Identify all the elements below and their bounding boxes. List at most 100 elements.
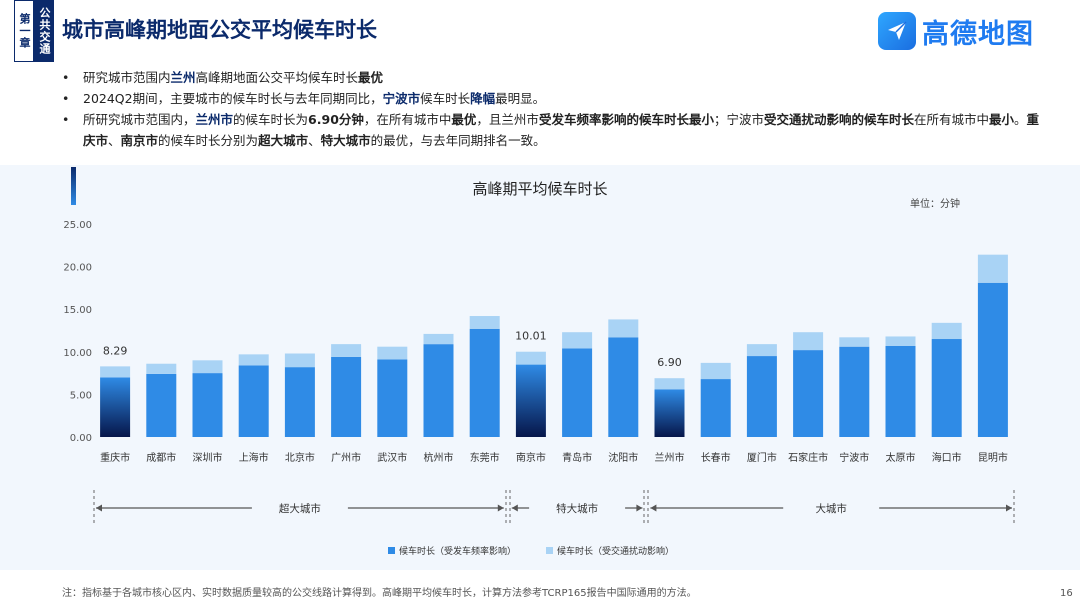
- bullet-item: 2024Q2期间，主要城市的候车时长与去年同期同比，宁波市候车时长降幅最明显。: [62, 88, 1042, 109]
- bullet-text: 的候车时长为: [233, 112, 309, 127]
- x-tick-label: 石家庄市: [788, 451, 828, 464]
- left-arrow-icon: [650, 504, 657, 512]
- bullet-text: 的最优，与去年同期排名一致。: [370, 133, 546, 148]
- bullet-text: ，且兰州市: [476, 112, 539, 127]
- bar-disturbance: [793, 332, 824, 351]
- bullet-text: 在所有城市中: [913, 112, 989, 127]
- bar-frequency: [746, 356, 777, 437]
- bullet-bold: 超大城市: [258, 133, 309, 148]
- bullet-text: 的候车时长分别为: [158, 133, 259, 148]
- bar-disturbance: [515, 351, 546, 365]
- chart-unit: 单位：分钟: [910, 199, 960, 210]
- bar-frequency: [562, 348, 593, 437]
- bullet-text: 、: [308, 133, 321, 148]
- bar-disturbance: [146, 363, 177, 374]
- bar-disturbance: [977, 254, 1008, 283]
- legend-label: 候车时长（受发车频率影响）: [399, 545, 516, 557]
- section-label: 公共交通: [38, 7, 51, 55]
- paper-plane-icon: [878, 12, 916, 50]
- x-tick-label: 青岛市: [562, 451, 592, 464]
- bullet-highlight: 降幅: [470, 91, 496, 106]
- summary-bullets: 研究城市范围内兰州高峰期地面公交平均候车时长最优 2024Q2期间，主要城市的候…: [62, 67, 1042, 151]
- bar-frequency: [515, 364, 546, 437]
- group-label: 大城市: [815, 502, 847, 515]
- x-tick-label: 长春市: [701, 451, 731, 464]
- bullet-highlight: 宁波市: [382, 91, 421, 106]
- legend-label: 候车时长（受交通扰动影响）: [557, 545, 674, 557]
- bar-frequency: [331, 356, 362, 437]
- bar-frequency: [469, 328, 500, 437]
- bar-disturbance: [839, 337, 870, 347]
- bar-frequency: [977, 282, 1008, 437]
- right-arrow-icon: [636, 504, 643, 512]
- right-arrow-icon: [497, 504, 504, 512]
- section-tag: 公共交通: [34, 0, 54, 62]
- accent-bar: [71, 167, 76, 205]
- bullet-highlight: 兰州: [170, 70, 196, 85]
- y-tick-label: 15.00: [63, 305, 92, 316]
- bullet-bold: 6.90分钟: [308, 112, 364, 127]
- bullet-bold: 最优: [358, 70, 384, 85]
- x-tick-label: 北京市: [285, 451, 315, 464]
- y-tick-label: 20.00: [63, 263, 92, 274]
- bullet-bold: 南京市: [120, 133, 159, 148]
- y-tick-label: 25.00: [63, 220, 92, 231]
- bar-disturbance: [700, 362, 731, 380]
- x-tick-label: 广州市: [331, 451, 361, 464]
- x-tick-label: 杭州市: [424, 451, 454, 464]
- logo-text: 高德地图: [922, 18, 1034, 50]
- x-tick-label: 南京市: [516, 451, 546, 464]
- bar-disturbance: [192, 360, 223, 374]
- bar-frequency: [793, 350, 824, 437]
- chapter-tag: 第一章: [14, 0, 34, 62]
- x-tick-label: 上海市: [239, 451, 269, 464]
- bar-frequency: [931, 339, 962, 437]
- bar-frequency: [284, 367, 315, 437]
- data-label: 8.29: [103, 344, 128, 357]
- bar-disturbance: [100, 366, 131, 378]
- x-tick-label: 成都市: [146, 451, 176, 464]
- bullet-text: 高峰期地面公交平均候车时长: [195, 70, 359, 85]
- bullet-bold: 受交通扰动影响的候车时长: [763, 112, 914, 127]
- x-tick-label: 深圳市: [193, 451, 223, 464]
- bar-frequency: [423, 344, 454, 437]
- bar-frequency: [700, 379, 731, 437]
- bar-frequency: [100, 377, 131, 437]
- bullet-text: 、: [108, 133, 121, 148]
- left-arrow-icon: [511, 504, 518, 512]
- bar-disturbance: [331, 344, 362, 357]
- y-tick-label: 10.00: [63, 348, 92, 359]
- bar-disturbance: [746, 344, 777, 357]
- bar-frequency: [839, 346, 870, 437]
- x-tick-label: 兰州市: [655, 451, 685, 464]
- bullet-item: 所研究城市范围内，兰州市的候车时长为6.90分钟，在所有城市中最优，且兰州市受发…: [62, 109, 1042, 151]
- bar-disturbance: [284, 353, 315, 368]
- amap-logo: 高德地图: [878, 12, 1034, 50]
- bullet-text: ；宁波市: [713, 112, 764, 127]
- bullet-text: 2024Q2期间，主要城市的候车时长与去年同期同比，: [83, 91, 383, 106]
- data-label: 10.01: [515, 330, 547, 343]
- page-number: 16: [1060, 588, 1073, 599]
- bar-frequency: [192, 373, 223, 437]
- left-arrow-icon: [96, 504, 102, 512]
- legend-swatch: [388, 547, 395, 554]
- bar-disturbance: [562, 332, 593, 349]
- bar-frequency: [885, 345, 916, 437]
- chapter-label: 第一章: [18, 13, 31, 49]
- x-tick-label: 海口市: [932, 451, 962, 464]
- bullet-bold: 受发车频率影响的候车时长最小: [538, 112, 714, 127]
- legend-swatch: [546, 547, 553, 554]
- x-tick-label: 东莞市: [470, 451, 500, 464]
- bar-disturbance: [238, 354, 269, 366]
- bullet-highlight: 兰州市: [195, 112, 234, 127]
- data-label: 6.90: [657, 356, 682, 369]
- bullet-bold: 特大城市: [320, 133, 371, 148]
- bullet-text: 所研究城市范围内，: [83, 112, 196, 127]
- bullet-text: 最明显。: [495, 91, 546, 106]
- bar-disturbance: [469, 316, 500, 329]
- bar-frequency: [377, 359, 408, 437]
- x-tick-label: 厦门市: [747, 451, 777, 464]
- x-tick-label: 宁波市: [839, 451, 869, 464]
- bullet-bold: 最优: [451, 112, 477, 127]
